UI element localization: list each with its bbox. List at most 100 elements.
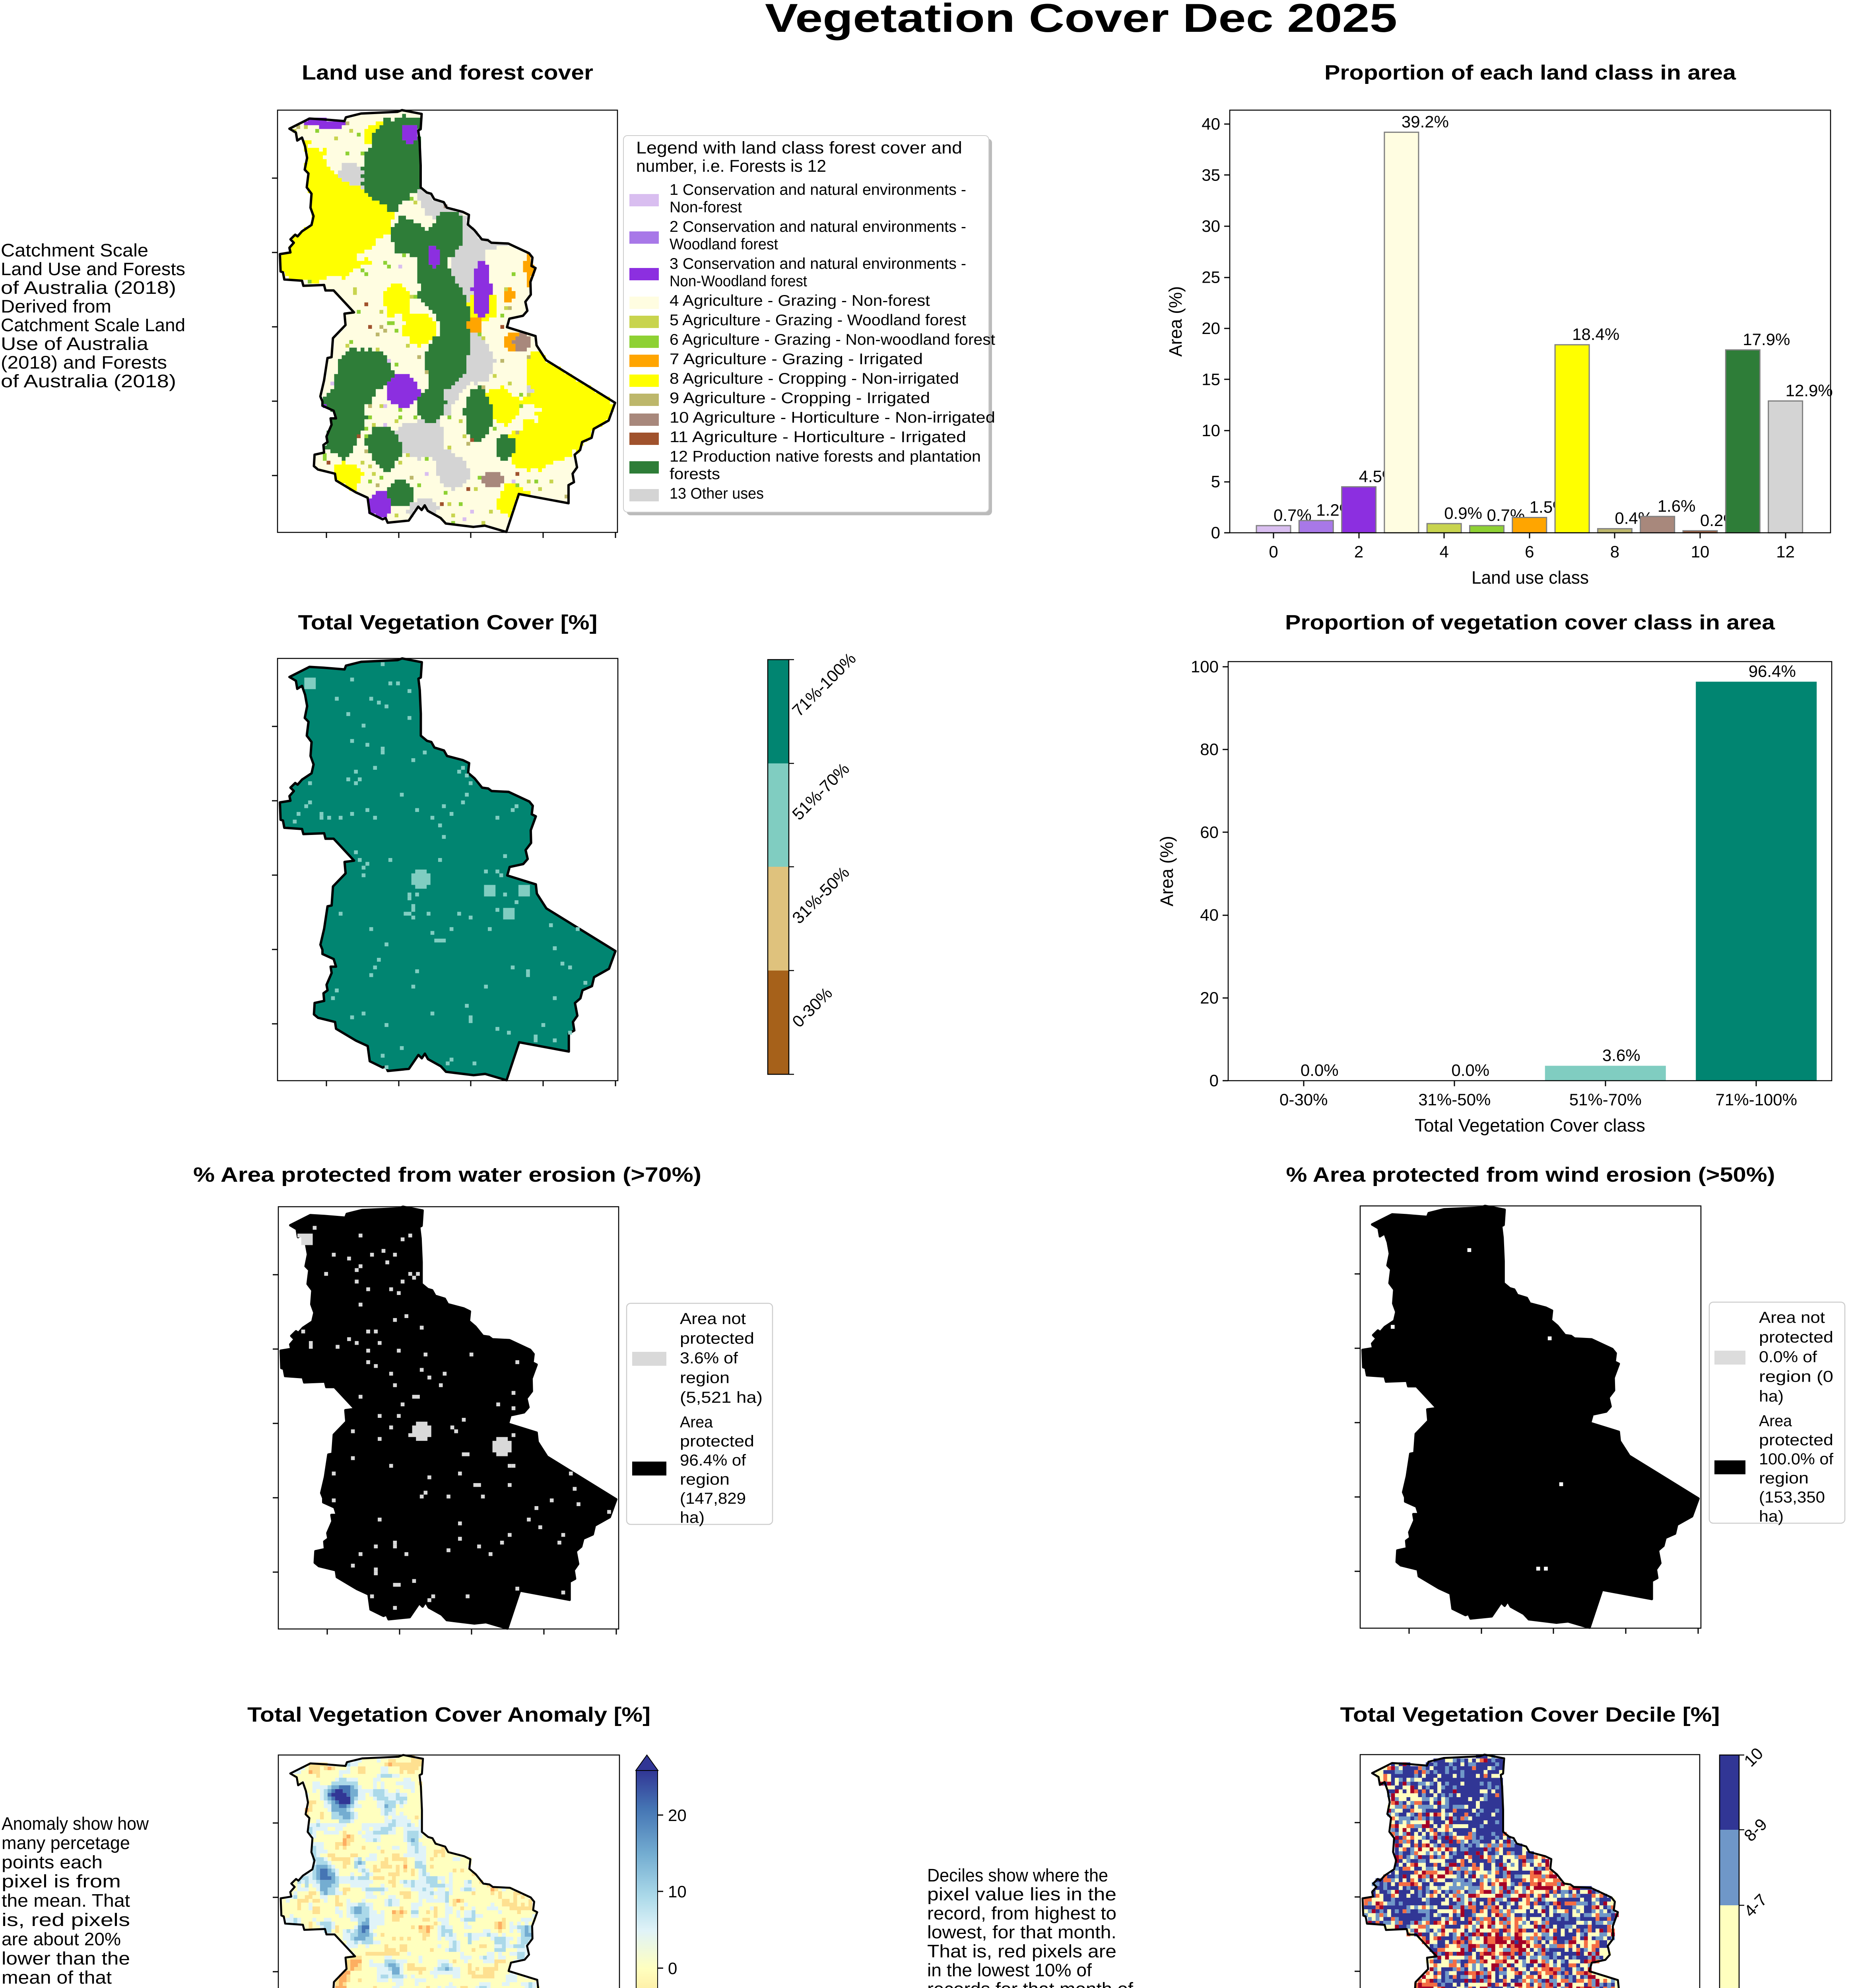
svg-text:2 Conservation and natural env: 2 Conservation and natural environments … [670, 218, 966, 235]
svg-text:Vegetation Cover Dec 2025: Vegetation Cover Dec 2025 [765, 0, 1397, 41]
svg-text:96.4% of: 96.4% of [680, 1452, 746, 1469]
svg-text:9 Agriculture - Cropping - Irr: 9 Agriculture - Cropping - Irrigated [670, 390, 930, 407]
svg-text:in the lowest 10% of: in the lowest 10% of [927, 1960, 1092, 1980]
svg-text:96.4%: 96.4% [1749, 662, 1796, 680]
svg-text:% Area protected from wind ero: % Area protected from wind erosion (>50%… [1286, 1163, 1775, 1186]
svg-text:1 Conservation and natural env: 1 Conservation and natural environments … [670, 181, 966, 198]
svg-text:points each: points each [2, 1852, 103, 1872]
svg-text:(147,829: (147,829 [680, 1490, 746, 1507]
svg-text:0: 0 [668, 1959, 677, 1978]
svg-text:Land use and forest cover: Land use and forest cover [302, 61, 593, 84]
svg-text:Area not: Area not [680, 1310, 746, 1328]
svg-text:Woodland forest: Woodland forest [670, 236, 778, 253]
svg-text:0: 0 [1209, 1071, 1219, 1090]
svg-text:Land use class: Land use class [1472, 567, 1589, 588]
svg-text:pixel value lies in the: pixel value lies in the [927, 1884, 1116, 1905]
svg-text:12 Production native forests a: 12 Production native forests and plantat… [670, 448, 981, 465]
svg-text:Land Use and Forests: Land Use and Forests [1, 259, 185, 279]
svg-text:forests: forests [670, 466, 720, 483]
svg-text:Total Vegetation Cover class: Total Vegetation Cover class [1415, 1115, 1645, 1136]
svg-text:100: 100 [1191, 657, 1219, 676]
svg-text:4: 4 [1440, 542, 1449, 561]
svg-text:12: 12 [1776, 542, 1795, 561]
svg-text:protected: protected [680, 1433, 754, 1450]
svg-text:mean of that: mean of that [2, 1967, 112, 1988]
svg-text:5: 5 [1211, 472, 1220, 491]
svg-text:31%-50%: 31%-50% [1418, 1090, 1491, 1109]
svg-text:protected: protected [1759, 1329, 1833, 1346]
svg-text:40: 40 [1200, 906, 1219, 924]
svg-text:region (0: region (0 [1759, 1368, 1833, 1386]
svg-text:5 Agriculture - Grazing - Wood: 5 Agriculture - Grazing - Woodland fores… [670, 312, 966, 329]
svg-text:of Australia (2018): of Australia (2018) [1, 278, 176, 298]
svg-text:39.2%: 39.2% [1402, 113, 1449, 131]
svg-text:Use of Australia: Use of Australia [1, 334, 149, 354]
svg-text:0-30%: 0-30% [1279, 1090, 1328, 1109]
svg-text:are about 20%: are about 20% [2, 1929, 121, 1949]
svg-text:ha): ha) [1759, 1388, 1784, 1405]
svg-text:Catchment Scale: Catchment Scale [1, 240, 148, 260]
svg-text:25: 25 [1202, 268, 1220, 287]
svg-text:lower than the: lower than the [2, 1948, 130, 1969]
svg-text:region: region [680, 1369, 730, 1387]
svg-text:is, red pixels: is, red pixels [2, 1910, 130, 1930]
svg-text:Area: Area [680, 1413, 713, 1431]
svg-text:Total Vegetation Cover [%]: Total Vegetation Cover [%] [298, 611, 598, 634]
svg-text:13 Other uses: 13 Other uses [670, 485, 764, 502]
svg-text:region: region [1759, 1470, 1809, 1487]
svg-text:ha): ha) [680, 1509, 705, 1526]
svg-text:100.0% of: 100.0% of [1759, 1450, 1834, 1468]
svg-text:region: region [680, 1471, 730, 1488]
svg-text:number, i.e. Forests is 12: number, i.e. Forests is 12 [636, 157, 826, 176]
svg-text:(2018) and Forests: (2018) and Forests [1, 352, 167, 373]
svg-text:0.9%: 0.9% [1444, 504, 1482, 522]
svg-text:3.6%: 3.6% [1602, 1046, 1640, 1065]
svg-text:8: 8 [1610, 542, 1619, 561]
svg-text:Area (%): Area (%) [1157, 836, 1177, 907]
svg-text:pixel is from: pixel is from [2, 1871, 121, 1891]
svg-text:0: 0 [1269, 542, 1278, 561]
svg-text:18.4%: 18.4% [1572, 325, 1619, 344]
svg-text:20: 20 [1200, 988, 1219, 1007]
svg-text:6: 6 [1525, 542, 1534, 561]
svg-text:10: 10 [1691, 542, 1710, 561]
svg-text:Deciles show where the: Deciles show where the [927, 1865, 1108, 1885]
svg-text:many percetage: many percetage [2, 1833, 130, 1853]
svg-text:the mean. That: the mean. That [2, 1891, 130, 1911]
svg-text:51%-70%: 51%-70% [1569, 1090, 1642, 1109]
svg-text:Area (%): Area (%) [1165, 286, 1186, 357]
svg-text:35: 35 [1202, 166, 1220, 184]
svg-text:17.9%: 17.9% [1743, 330, 1790, 349]
svg-text:15: 15 [1202, 370, 1220, 389]
svg-text:0.0% of: 0.0% of [1759, 1348, 1817, 1366]
svg-text:3 Conservation and natural env: 3 Conservation and natural environments … [670, 255, 966, 272]
svg-text:Non-Woodland forest: Non-Woodland forest [670, 273, 807, 290]
svg-text:Derived from: Derived from [1, 296, 111, 316]
svg-text:11 Agriculture - Horticulture: 11 Agriculture - Horticulture - Irrigate… [670, 429, 966, 446]
svg-text:20: 20 [1202, 319, 1220, 338]
svg-text:(153,350: (153,350 [1759, 1489, 1825, 1506]
svg-text:Non-forest: Non-forest [670, 199, 742, 216]
svg-text:Legend with land class forest: Legend with land class forest cover and [636, 138, 962, 157]
svg-text:Proportion of vegetation cover: Proportion of vegetation cover class in … [1285, 611, 1775, 634]
svg-text:10: 10 [668, 1882, 687, 1901]
svg-text:record, from highest to: record, from highest to [927, 1903, 1116, 1923]
svg-text:lowest, for that month.: lowest, for that month. [927, 1922, 1116, 1942]
svg-text:1.6%: 1.6% [1658, 497, 1696, 515]
svg-text:Total Vegetation Cover Anomaly: Total Vegetation Cover Anomaly [%] [247, 1703, 650, 1726]
svg-text:protected: protected [1759, 1431, 1833, 1449]
svg-text:Proportion of each land class: Proportion of each land class in area [1324, 61, 1736, 84]
svg-text:40: 40 [1202, 115, 1220, 133]
svg-text:8 Agriculture - Cropping - Non: 8 Agriculture - Cropping - Non-irrigated [670, 370, 959, 387]
svg-text:Area not: Area not [1759, 1309, 1825, 1326]
svg-text:2: 2 [1354, 542, 1363, 561]
svg-text:Total Vegetation Cover Decile: Total Vegetation Cover Decile [%] [1340, 1703, 1720, 1726]
svg-text:Catchment Scale Land: Catchment Scale Land [1, 315, 185, 335]
svg-text:10 Agriculture - Horticulture: 10 Agriculture - Horticulture - Non-irri… [670, 409, 995, 426]
svg-text:Area: Area [1759, 1412, 1792, 1430]
svg-text:ha): ha) [1759, 1508, 1784, 1525]
svg-text:6 Agriculture - Grazing - Non-: 6 Agriculture - Grazing - Non-woodland f… [670, 331, 995, 348]
svg-text:0.0%: 0.0% [1301, 1061, 1339, 1079]
svg-text:12.9%: 12.9% [1786, 381, 1833, 400]
svg-text:71%-100%: 71%-100% [1716, 1090, 1797, 1109]
